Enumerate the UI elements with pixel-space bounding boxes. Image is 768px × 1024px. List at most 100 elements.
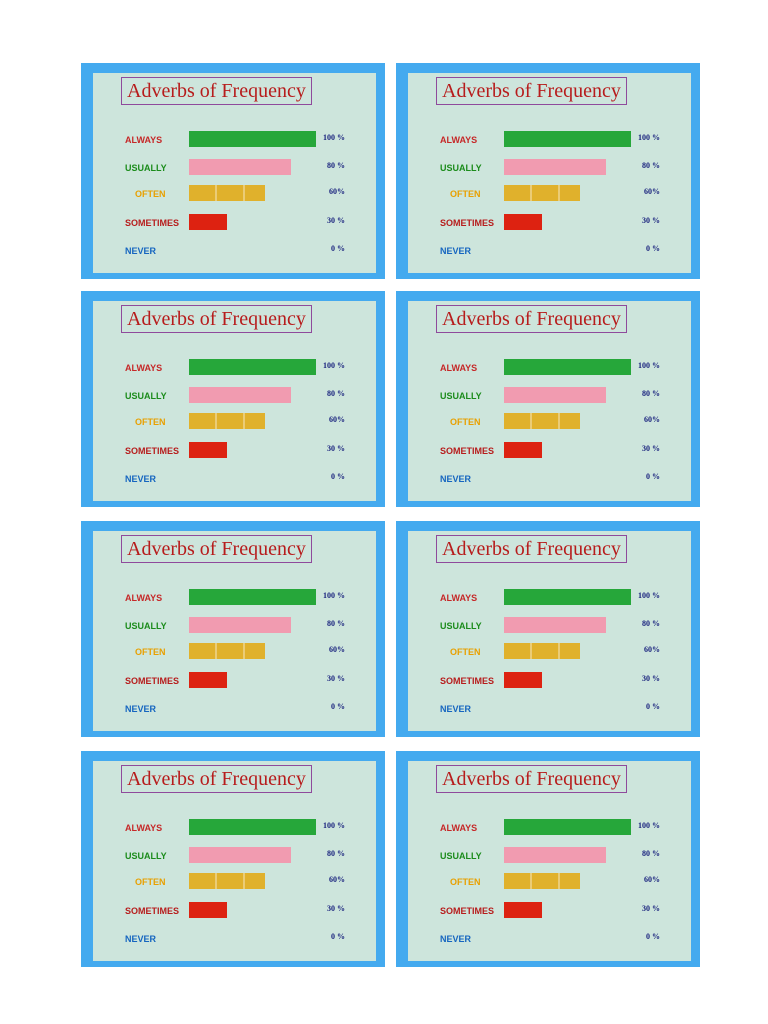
card-panel: Adverbs of Frequency ALWAYS 100 % USUALLY 80… — [93, 761, 376, 961]
category-label: USUALLY — [125, 621, 167, 631]
category-label: ALWAYS — [125, 363, 163, 373]
category-label: NEVER — [125, 474, 157, 484]
adverbs-card: Adverbs of Frequency ALWAYS 100 % USUALLY 80… — [396, 521, 700, 737]
bar-often — [189, 643, 265, 659]
value-label: 80 % — [642, 389, 660, 398]
value-label: 100 % — [323, 361, 345, 370]
adverbs-card: Adverbs of Frequency ALWAYS 100 % USUALLY 80… — [81, 291, 385, 507]
value-label: 80 % — [327, 619, 345, 628]
value-label: 0 % — [331, 932, 345, 941]
value-label: 30 % — [327, 444, 345, 453]
category-label: OFTEN — [450, 647, 481, 657]
category-label: NEVER — [125, 934, 157, 944]
bar-row-never: NEVER 0 % — [93, 700, 376, 720]
bar-row-usually: USUALLY 80 % — [93, 159, 376, 179]
category-label: OFTEN — [135, 189, 166, 199]
bar-always — [504, 131, 631, 147]
category-label: ALWAYS — [125, 593, 163, 603]
value-label: 0 % — [331, 244, 345, 253]
bar-row-usually: USUALLY 80 % — [408, 159, 691, 179]
bar-row-sometimes: SOMETIMES 30 % — [93, 902, 376, 922]
bar-always — [189, 359, 316, 375]
bar-row-often: OFTEN 60% — [408, 185, 691, 205]
value-label: 60% — [644, 187, 660, 196]
category-label: USUALLY — [440, 163, 482, 173]
category-label: OFTEN — [135, 417, 166, 427]
card-panel: Adverbs of Frequency ALWAYS 100 % USUALLY 80… — [408, 73, 691, 273]
bar-often — [504, 873, 580, 889]
card-title: Adverbs of Frequency — [436, 765, 627, 793]
bar-always — [504, 589, 631, 605]
bar-row-often: OFTEN 60% — [408, 413, 691, 433]
value-label: 80 % — [642, 849, 660, 858]
bar-row-always: ALWAYS 100 % — [93, 131, 376, 151]
bar-sometimes — [189, 442, 227, 458]
category-label: USUALLY — [440, 851, 482, 861]
adverbs-card: Adverbs of Frequency ALWAYS 100 % USUALLY 80… — [396, 63, 700, 279]
value-label: 100 % — [638, 361, 660, 370]
bar-row-usually: USUALLY 80 % — [93, 387, 376, 407]
value-label: 0 % — [331, 702, 345, 711]
bar-row-never: NEVER 0 % — [93, 470, 376, 490]
value-label: 0 % — [646, 244, 660, 253]
category-label: ALWAYS — [440, 823, 478, 833]
category-label: OFTEN — [450, 189, 481, 199]
value-label: 60% — [329, 187, 345, 196]
value-label: 60% — [644, 645, 660, 654]
bar-row-often: OFTEN 60% — [408, 873, 691, 893]
adverbs-card: Adverbs of Frequency ALWAYS 100 % USUALLY 80… — [81, 63, 385, 279]
category-label: SOMETIMES — [440, 906, 495, 916]
bar-usually — [504, 847, 606, 863]
adverbs-card: Adverbs of Frequency ALWAYS 100 % USUALLY 80… — [396, 751, 700, 967]
category-label: USUALLY — [440, 391, 482, 401]
card-panel: Adverbs of Frequency ALWAYS 100 % USUALLY 80… — [93, 301, 376, 501]
category-label: ALWAYS — [125, 135, 163, 145]
value-label: 60% — [329, 415, 345, 424]
card-panel: Adverbs of Frequency ALWAYS 100 % USUALLY 80… — [408, 531, 691, 731]
bar-row-sometimes: SOMETIMES 30 % — [408, 672, 691, 692]
category-label: SOMETIMES — [125, 676, 180, 686]
bar-always — [189, 819, 316, 835]
bar-sometimes — [189, 902, 227, 918]
category-label: OFTEN — [450, 417, 481, 427]
bar-sometimes — [504, 902, 542, 918]
bar-sometimes — [504, 672, 542, 688]
bar-row-often: OFTEN 60% — [93, 643, 376, 663]
bar-usually — [189, 617, 291, 633]
bar-sometimes — [504, 214, 542, 230]
adverbs-card: Adverbs of Frequency ALWAYS 100 % USUALLY 80… — [81, 751, 385, 967]
value-label: 80 % — [327, 389, 345, 398]
value-label: 60% — [644, 875, 660, 884]
bar-row-always: ALWAYS 100 % — [93, 589, 376, 609]
value-label: 80 % — [327, 849, 345, 858]
value-label: 0 % — [646, 702, 660, 711]
bar-sometimes — [189, 672, 227, 688]
bar-row-sometimes: SOMETIMES 30 % — [408, 442, 691, 462]
value-label: 30 % — [327, 674, 345, 683]
bar-row-often: OFTEN 60% — [408, 643, 691, 663]
bar-row-usually: USUALLY 80 % — [93, 847, 376, 867]
bar-always — [189, 589, 316, 605]
category-label: OFTEN — [135, 647, 166, 657]
value-label: 60% — [644, 415, 660, 424]
bar-row-never: NEVER 0 % — [93, 930, 376, 950]
card-title: Adverbs of Frequency — [121, 305, 312, 333]
value-label: 100 % — [323, 591, 345, 600]
value-label: 100 % — [323, 133, 345, 142]
bar-row-always: ALWAYS 100 % — [93, 359, 376, 379]
bar-row-sometimes: SOMETIMES 30 % — [93, 672, 376, 692]
bar-row-always: ALWAYS 100 % — [408, 589, 691, 609]
bar-often — [189, 185, 265, 201]
category-label: NEVER — [440, 474, 472, 484]
value-label: 30 % — [642, 904, 660, 913]
bar-row-usually: USUALLY 80 % — [408, 387, 691, 407]
bar-often — [504, 643, 580, 659]
bar-always — [504, 359, 631, 375]
adverbs-card: Adverbs of Frequency ALWAYS 100 % USUALLY 80… — [81, 521, 385, 737]
category-label: NEVER — [440, 934, 472, 944]
bar-row-never: NEVER 0 % — [408, 470, 691, 490]
category-label: USUALLY — [125, 391, 167, 401]
category-label: ALWAYS — [440, 593, 478, 603]
bar-row-never: NEVER 0 % — [408, 700, 691, 720]
